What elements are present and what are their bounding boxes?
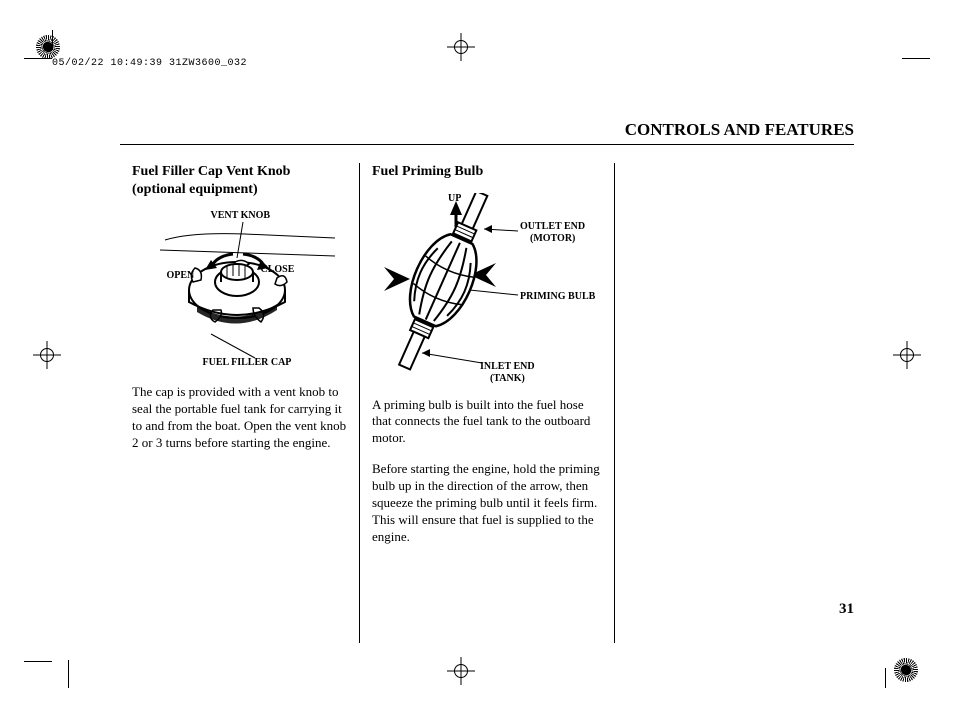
priming-bulb-diagram: UP OUTLET END (MOTOR) PRIMING BULB INLET… [372,193,602,383]
left-column: Fuel Filler Cap Vent Knob (optional equi… [120,163,360,643]
crosshair-icon [452,662,470,680]
label-up: UP [448,193,461,204]
label-outlet-end: OUTLET END [520,221,585,232]
registration-mark-icon [36,35,60,59]
middle-column: Fuel Priming Bulb UP OUTLET END (MOTOR) … [360,163,615,643]
label-close: CLOSE [261,264,295,275]
content-area: CONTROLS AND FEATURES Fuel Filler Cap Ve… [120,120,854,643]
crop-mark [902,58,930,59]
crop-mark [68,660,69,688]
crop-mark [24,58,52,59]
label-fuel-filler-cap: FUEL FILLER CAP [203,357,292,368]
crosshair-icon [452,38,470,56]
label-open: OPEN [167,270,195,281]
subsection-title: Fuel Filler Cap Vent Knob (optional equi… [132,163,347,198]
label-inlet-tank: (TANK) [490,373,525,384]
crosshair-icon [38,346,56,364]
label-outlet-motor: (MOTOR) [530,233,575,244]
label-priming-bulb: PRIMING BULB [520,291,595,302]
registration-mark-icon [894,658,918,682]
label-vent-knob: VENT KNOB [211,210,271,221]
right-column [615,163,854,643]
crop-mark [885,668,886,688]
crop-mark [52,30,53,50]
document-metadata: 05/02/22 10:49:39 31ZW3600_032 [52,58,247,69]
label-inlet-end: INLET END [480,361,535,372]
page: 05/02/22 10:49:39 31ZW3600_032 CONTROLS … [0,0,954,710]
crop-mark [24,661,52,662]
crosshair-icon [898,346,916,364]
page-number: 31 [839,601,854,618]
body-text: Before starting the engine, hold the pri… [372,461,602,545]
body-text: A priming bulb is built into the fuel ho… [372,397,602,448]
subsection-title: Fuel Priming Bulb [372,163,602,181]
columns: Fuel Filler Cap Vent Knob (optional equi… [120,163,854,643]
section-title: CONTROLS AND FEATURES [120,120,854,145]
body-text: The cap is provided with a vent knob to … [132,384,347,452]
vent-knob-diagram: VENT KNOB OPEN CLOSE FUEL FILLER CAP [135,210,345,370]
fuel-cap-icon [135,210,345,370]
